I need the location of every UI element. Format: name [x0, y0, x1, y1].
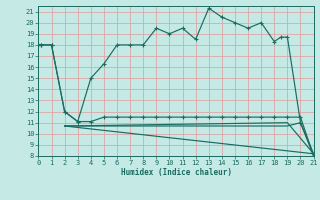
X-axis label: Humidex (Indice chaleur): Humidex (Indice chaleur) [121, 168, 231, 177]
